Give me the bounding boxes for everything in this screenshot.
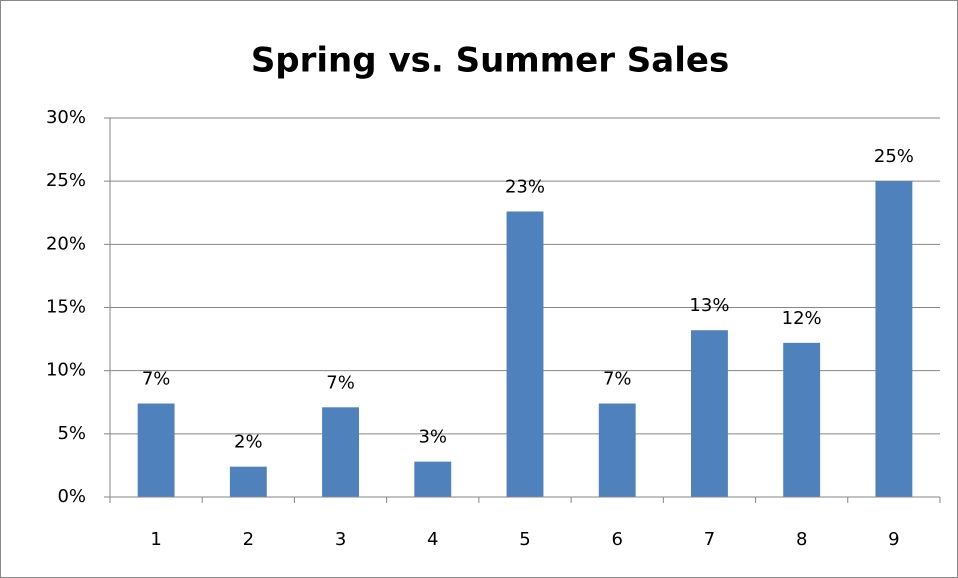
y-tick-label: 30% (46, 107, 86, 128)
bar (322, 407, 359, 497)
x-tick-label: 6 (611, 529, 622, 550)
bar (137, 403, 175, 497)
chart-title: Spring vs. Summer Sales (251, 41, 729, 81)
x-tick-label: 8 (796, 529, 807, 550)
y-tick-label: 20% (46, 233, 86, 254)
data-label: 7% (142, 369, 171, 390)
data-label: 13% (689, 295, 729, 316)
x-tick-label: 2 (243, 529, 254, 550)
data-label: 23% (505, 176, 545, 197)
data-label: 25% (874, 146, 914, 167)
bar (414, 461, 452, 497)
x-tick-label: 4 (427, 529, 438, 550)
x-tick-label: 1 (150, 529, 161, 550)
data-label: 3% (418, 427, 447, 448)
bar (783, 342, 821, 497)
data-label: 2% (234, 432, 263, 453)
bar (691, 330, 728, 497)
bar (875, 181, 913, 497)
y-tick-label: 0% (57, 486, 86, 507)
y-tick-label: 5% (57, 423, 86, 444)
bar (229, 466, 267, 497)
bar (506, 211, 544, 497)
y-tick-label: 15% (46, 297, 86, 318)
x-tick-label: 5 (519, 529, 530, 550)
x-tick-label: 9 (888, 529, 899, 550)
data-label: 7% (326, 372, 355, 393)
bar (598, 403, 636, 497)
y-tick-label: 25% (46, 170, 86, 191)
x-tick-label: 7 (704, 529, 715, 550)
y-tick-label: 10% (46, 360, 86, 381)
data-label: 12% (782, 308, 822, 329)
x-tick-label: 3 (335, 529, 346, 550)
data-label: 7% (603, 369, 632, 390)
